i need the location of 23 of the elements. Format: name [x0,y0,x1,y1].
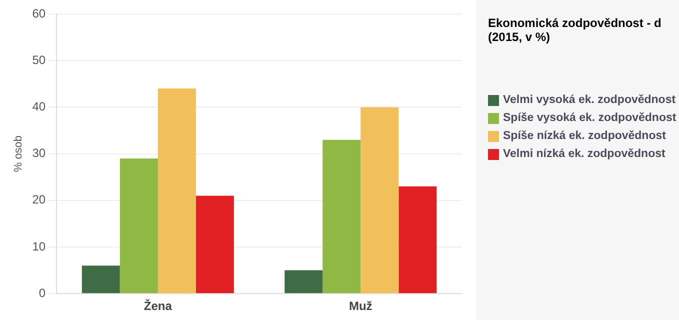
y-axis-title: % osob [12,135,25,172]
x-tick-label: Žena [144,299,172,314]
legend-label: Velmi vysoká ek. zodpovědnost [503,94,676,106]
legend-label: Spíše vysoká ek. zodpovědnost [503,112,676,124]
y-tick-label: 10 [32,239,46,254]
text: Ekonomická zodpovědnost - d (2015, v %) [488,16,662,44]
bar [360,107,399,294]
legend-label: Spíše nízká ek. zodpovědnost [503,130,666,142]
y-tick-label: 30 [32,146,46,160]
y-tick-label: 50 [32,52,46,67]
bar [284,270,323,294]
bar [196,196,234,294]
bar [398,186,437,294]
y-tick-label: 40 [32,100,46,114]
y-tick-label: 60 [32,6,46,20]
y-tick-label: 0 [38,286,46,300]
y-tick-label: 20 [32,192,46,207]
bar [158,88,196,294]
bar [82,266,120,294]
x-tick-label: Muž [348,299,372,314]
bar [322,140,361,294]
bar [120,158,158,294]
legend-label: Velmi nízká ek. zodpovědnost [503,148,666,160]
